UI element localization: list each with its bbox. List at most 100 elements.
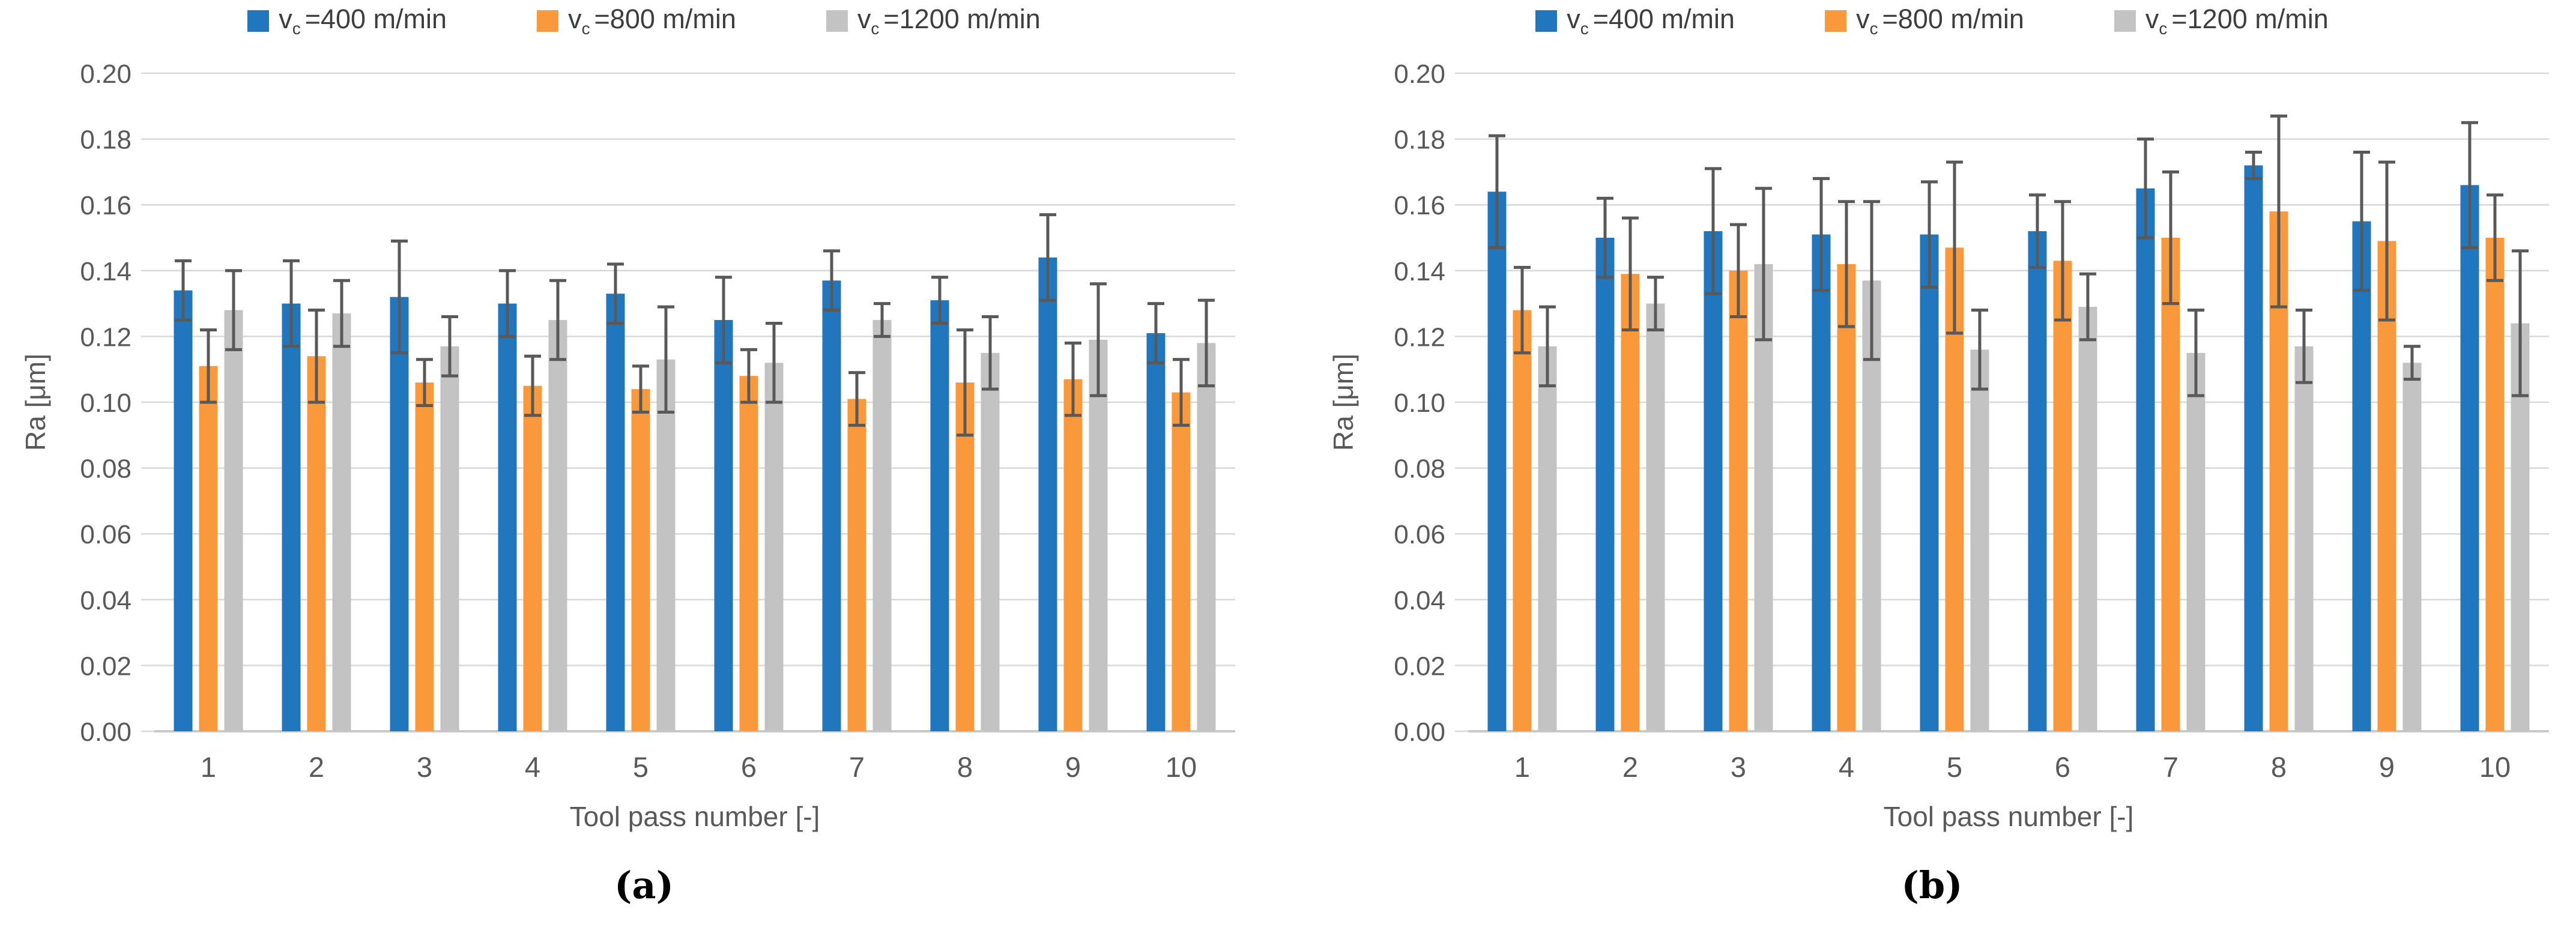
bar-blue <box>2136 188 2155 731</box>
error-bar <box>1838 200 1855 328</box>
error-bar <box>766 321 782 404</box>
error-bar <box>524 354 541 417</box>
legend-swatch-orange <box>1825 10 1847 32</box>
y-tick-label: 0.16 <box>80 191 132 220</box>
panel-a: vc =400 m/min vc =800 m/min vc =1200 m/min … <box>20 4 1235 907</box>
panel-b: vc =400 m/min vc =800 m/min vc =1200 m/min … <box>1288 0 2576 951</box>
bar-gray <box>440 346 459 731</box>
legend-label-pre: v <box>568 4 582 34</box>
legend-label-post: =400 m/min <box>304 4 447 34</box>
error-bar <box>848 371 865 427</box>
error-bar <box>2137 137 2154 240</box>
bar-blue <box>714 320 733 731</box>
error-bar <box>1090 282 1107 397</box>
legend-label-post: =1200 m/min <box>883 4 1041 34</box>
error-bar <box>740 348 757 404</box>
legend-swatch-orange <box>537 10 559 32</box>
error-bar <box>607 262 624 325</box>
x-tick-label: 2 <box>1622 751 1638 783</box>
x-tick-label: 9 <box>1065 751 1081 783</box>
legend-label-post: =800 m/min <box>1882 4 2024 34</box>
bar-gray <box>2402 363 2422 731</box>
error-bar <box>982 315 999 391</box>
y-tick-label: 0.06 <box>1394 520 1445 549</box>
bar-orange <box>1729 270 1748 731</box>
caption-a: (a) <box>614 863 674 907</box>
x-tick-label: 6 <box>2055 751 2070 783</box>
error-bar <box>1597 196 1613 279</box>
error-bar <box>1514 265 1531 355</box>
error-bar <box>499 269 516 338</box>
y-tick-label: 0.18 <box>80 125 132 155</box>
legend-item-1200: vc =1200 m/min <box>2114 4 2329 38</box>
legend-item-400: vc =400 m/min <box>1535 4 1735 38</box>
legend-swatch-gray <box>2114 10 2136 32</box>
y-tick-label: 0.08 <box>1394 454 1445 484</box>
y-tick-label: 0.16 <box>1394 191 1445 220</box>
error-bar <box>1147 302 1164 364</box>
y-tick-label: 0.12 <box>1394 322 1445 352</box>
x-tick-label: 1 <box>201 751 216 783</box>
bar-blue <box>2244 165 2263 731</box>
y-tick-label: 0.10 <box>80 388 132 418</box>
bar-orange <box>415 382 434 731</box>
y-tick-label: 0.02 <box>1394 651 1445 681</box>
legend-label-post: =400 m/min <box>1592 4 1735 34</box>
error-bar <box>1489 134 1505 249</box>
error-bar <box>1755 187 1772 342</box>
error-bar <box>2296 309 2312 384</box>
x-tick-label: 10 <box>2479 751 2511 783</box>
legend-item-800: vc =800 m/min <box>1825 4 2024 38</box>
legend-swatch-blue <box>1535 10 1558 32</box>
legend-label-sub: c <box>2159 19 2168 38</box>
bar-orange <box>739 376 758 731</box>
bar-orange <box>847 399 866 731</box>
bar-orange <box>2053 261 2072 731</box>
legend-label-pre: v <box>1856 4 1870 34</box>
error-bar <box>1539 305 1556 388</box>
bar-gray <box>548 320 567 731</box>
error-bar <box>2404 345 2420 381</box>
x-tick-label: 7 <box>849 751 865 783</box>
bar-blue <box>606 294 625 731</box>
bar-blue <box>822 280 841 731</box>
legend-label-pre: v <box>857 4 871 34</box>
y-tick-label: 0.00 <box>80 717 132 747</box>
x-tick-label: 8 <box>2271 751 2287 783</box>
chart-b-svg: 0.00 0.02 0.04 0.06 0.08 0.10 0.12 0.14 0.16 0.18… <box>1328 59 2549 832</box>
y-tick-label: 0.18 <box>1394 125 1445 155</box>
error-bar <box>1730 223 1747 319</box>
error-bar <box>1946 160 1963 335</box>
error-bar <box>2378 160 2395 322</box>
error-bar <box>308 309 325 404</box>
error-bar <box>2512 249 2529 397</box>
error-bar <box>874 302 890 338</box>
bar-blue <box>1487 192 1507 731</box>
bar-gray <box>2186 352 2206 731</box>
y-tick-label: 0.20 <box>1394 59 1445 89</box>
legend-label: vc =1200 m/min <box>2145 4 2329 38</box>
bar-gray <box>1646 303 1665 732</box>
y-tick-label: 0.04 <box>80 586 132 615</box>
bar-orange <box>2377 241 2396 732</box>
y-axis-title: Ra [μm] <box>20 354 51 451</box>
error-bar <box>1065 341 1081 417</box>
bar-gray <box>872 320 892 731</box>
x-tick-label: 6 <box>741 751 757 783</box>
bar-blue <box>174 290 193 731</box>
legend-label: vc =400 m/min <box>1567 4 1735 38</box>
error-bar <box>333 279 350 348</box>
x-tick-label: 10 <box>1166 751 1197 783</box>
bar-orange <box>1172 392 1191 731</box>
y-axis-title: Ra [μm] <box>1328 354 1359 451</box>
legend-label-post: =1200 m/min <box>2171 4 2329 34</box>
bar-orange <box>631 389 650 731</box>
bar-blue <box>498 303 517 732</box>
x-tick-label: 3 <box>417 751 432 783</box>
error-bar <box>175 259 192 322</box>
legend-label-pre: v <box>1567 4 1580 34</box>
x-tick-label: 8 <box>957 751 973 783</box>
error-bar <box>441 315 458 378</box>
error-bar <box>391 239 408 355</box>
